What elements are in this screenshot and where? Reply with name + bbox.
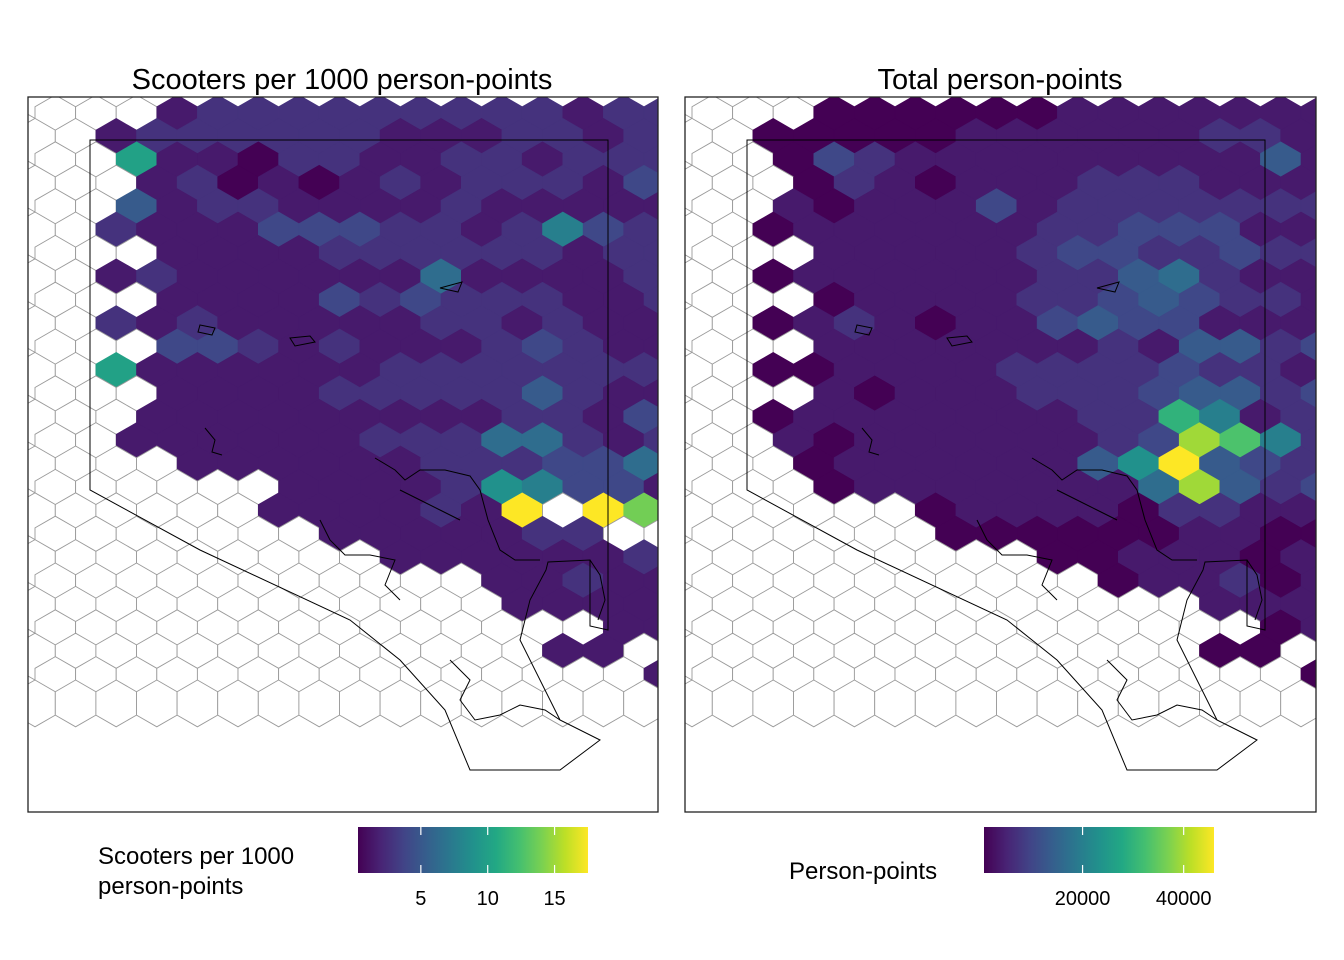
colorbar-tick-label: 40000 <box>1156 888 1212 910</box>
legend-person-points: Person-points 20000 40000 <box>789 827 1214 910</box>
hex-cell <box>1321 306 1344 353</box>
panel-person-points: Total person-points <box>684 64 1344 813</box>
coastline <box>976 519 1058 601</box>
coastline <box>399 489 461 521</box>
coastline <box>861 427 880 456</box>
colorbar-tick-label: 10 <box>477 888 499 910</box>
coastline <box>204 427 223 456</box>
colorbar-tick-label: 15 <box>543 888 565 910</box>
hex-cell <box>1321 352 1344 399</box>
coastline <box>374 457 540 561</box>
hex-cell-empty <box>1321 680 1344 727</box>
hex-grid-scooters <box>28 97 658 728</box>
hex-cell <box>1321 212 1344 259</box>
hex-cell <box>1321 118 1344 165</box>
panel-scooters: Scooters per 1000 person-points <box>27 64 659 813</box>
colorbar-scooters <box>358 827 588 873</box>
hex-cell <box>1321 540 1344 587</box>
hex-cell <box>1321 165 1344 212</box>
plot-frame-scooters <box>27 96 659 813</box>
hex-cell <box>1321 586 1344 633</box>
island-outline <box>289 335 316 347</box>
hex-cell <box>1321 259 1344 306</box>
coastline <box>1031 457 1197 561</box>
island-outline <box>946 335 973 347</box>
boundary-outline-scooters <box>89 139 609 771</box>
coastline <box>1106 659 1218 721</box>
colorbar-ticks-scooters: 5 10 15 <box>415 827 566 910</box>
legend-scooters: Scooters per 1000 person-points 5 10 15 <box>98 827 588 910</box>
coastline <box>1056 489 1118 521</box>
colorbar-tick-label: 5 <box>415 888 426 910</box>
hex-grid-person-points <box>685 72 1344 728</box>
colorbar-tick-label: 20000 <box>1055 888 1111 910</box>
hex-cell <box>1321 446 1344 493</box>
legend-title-scooters-line2: person-points <box>98 873 243 900</box>
panel-title-person-points: Total person-points <box>877 64 1122 96</box>
hex-cell-empty <box>623 679 658 728</box>
legend-title-scooters: Scooters per 1000 <box>98 843 294 870</box>
island-outline <box>1096 281 1120 293</box>
coastline <box>1246 559 1263 621</box>
island-outline <box>197 324 216 336</box>
coastline <box>319 519 401 601</box>
island-outline <box>439 281 463 293</box>
hex-cell-empty <box>1321 633 1344 680</box>
hex-cell <box>1321 493 1344 540</box>
colorbar-ticks-person-points: 20000 40000 <box>1055 827 1212 910</box>
island-outline <box>854 324 873 336</box>
hex-cell-empty <box>1321 72 1344 119</box>
coastline <box>589 559 606 621</box>
hex-cell-empty <box>1280 679 1316 728</box>
panel-title-scooters: Scooters per 1000 person-points <box>132 64 553 96</box>
coastline <box>449 659 561 721</box>
legend-title-person-points: Person-points <box>789 858 937 885</box>
colorbar-person-points <box>984 827 1214 873</box>
hex-cell <box>1321 399 1344 446</box>
boundary-outline-person-points <box>746 139 1266 771</box>
plot-frame-person-points <box>684 96 1317 813</box>
